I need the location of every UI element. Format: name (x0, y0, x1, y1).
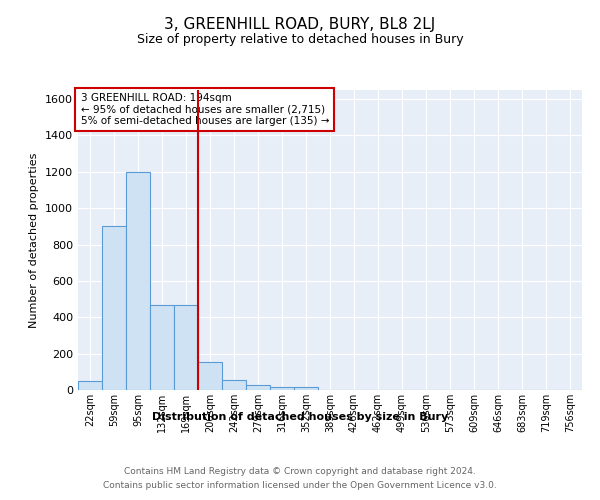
Text: Distribution of detached houses by size in Bury: Distribution of detached houses by size … (152, 412, 448, 422)
Bar (270, 388, 294, 390)
Text: 3, GREENHILL ROAD, BURY, BL8 2LJ: 3, GREENHILL ROAD, BURY, BL8 2LJ (164, 18, 436, 32)
Bar (78, 381, 102, 390)
Text: 3 GREENHILL ROAD: 194sqm
← 95% of detached houses are smaller (2,715)
5% of semi: 3 GREENHILL ROAD: 194sqm ← 95% of detach… (80, 93, 329, 126)
Text: Contains public sector information licensed under the Open Government Licence v3: Contains public sector information licen… (103, 481, 497, 490)
Bar (174, 304, 198, 390)
Bar (126, 172, 150, 390)
Text: Contains HM Land Registry data © Crown copyright and database right 2024.: Contains HM Land Registry data © Crown c… (124, 468, 476, 476)
Bar (198, 362, 222, 390)
Y-axis label: Number of detached properties: Number of detached properties (29, 152, 40, 328)
Bar (222, 380, 246, 390)
Text: Size of property relative to detached houses in Bury: Size of property relative to detached ho… (137, 32, 463, 46)
Bar (150, 304, 174, 390)
Bar (294, 388, 318, 390)
Bar (102, 226, 126, 390)
Bar (246, 384, 270, 390)
